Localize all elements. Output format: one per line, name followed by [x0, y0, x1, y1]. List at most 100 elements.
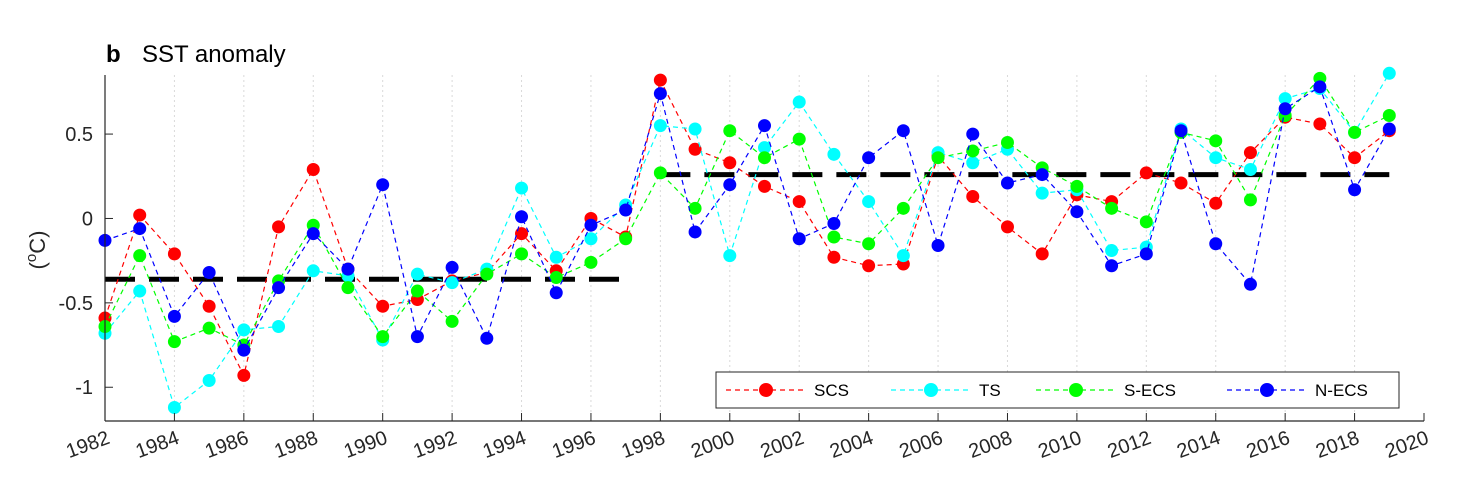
point-ts-2000 [723, 249, 737, 263]
point-ts-1983 [133, 284, 147, 298]
series-line-scs [104, 78, 1390, 378]
ylabel-superscript: o [23, 254, 40, 262]
point-scs-2000 [723, 156, 737, 170]
point-s-ecs-2012 [1139, 215, 1153, 229]
point-n-ecs-2008 [1000, 176, 1014, 190]
x-tick-label-2016: 2016 [1244, 427, 1293, 463]
x-tick-label-1986: 1986 [202, 427, 251, 463]
point-n-ecs-2011 [1105, 259, 1119, 273]
point-ts-1991 [410, 267, 424, 281]
legend-label-s-ecs: S-ECS [1124, 381, 1176, 400]
legend-label-scs: SCS [814, 381, 849, 400]
x-tick-label-2002: 2002 [758, 427, 807, 463]
point-s-ecs-2007 [966, 144, 980, 158]
point-scs-1990 [376, 299, 390, 313]
series-line-n-ecs [104, 85, 1390, 352]
point-s-ecs-1985 [202, 321, 216, 335]
point-ts-1995 [549, 250, 563, 264]
x-tick-label-1992: 1992 [410, 427, 459, 463]
point-n-ecs-1995 [549, 286, 563, 300]
point-s-ecs-1994 [515, 247, 529, 261]
series-line-ts [104, 73, 1390, 409]
point-n-ecs-1994 [515, 210, 529, 224]
x-tick-label-2014: 2014 [1174, 427, 1223, 463]
point-n-ecs-2005 [896, 124, 910, 138]
point-n-ecs-2000 [723, 178, 737, 192]
point-n-ecs-2018 [1348, 183, 1362, 197]
point-scs-1983 [133, 208, 147, 222]
point-ts-2009 [1035, 186, 1049, 200]
legend-label-ts: TS [979, 381, 1001, 400]
x-tick-label-1990: 1990 [341, 427, 390, 463]
point-n-ecs-2017 [1313, 80, 1327, 94]
point-n-ecs-2014 [1209, 237, 1223, 251]
point-s-ecs-1997 [619, 232, 633, 246]
point-s-ecs-2015 [1243, 193, 1257, 207]
point-ts-2004 [862, 195, 876, 209]
y-tick-label--1: -1 [75, 377, 93, 399]
point-scs-1994 [515, 227, 529, 241]
point-scs-2018 [1348, 151, 1362, 165]
point-scs-2004 [862, 259, 876, 273]
point-ts-1992 [445, 276, 459, 290]
point-n-ecs-2012 [1139, 247, 1153, 261]
point-scs-2009 [1035, 247, 1049, 261]
point-ts-2016 [1278, 92, 1292, 106]
x-tick-label-2004: 2004 [827, 427, 876, 463]
point-scs-2013 [1174, 176, 1188, 190]
point-s-ecs-2011 [1105, 201, 1119, 215]
point-scs-1987 [272, 220, 286, 234]
y-tick-label--0.5: -0.5 [59, 293, 93, 315]
point-n-ecs-2003 [827, 217, 841, 231]
point-s-ecs-1983 [133, 249, 147, 263]
x-tick-label-2020: 2020 [1382, 427, 1431, 463]
y-tick-label-0.5: 0.5 [65, 124, 93, 146]
point-ts-2003 [827, 147, 841, 161]
point-ts-1984 [167, 400, 181, 414]
series-group [98, 66, 1396, 414]
point-n-ecs-1990 [376, 178, 390, 192]
axes [104, 75, 1425, 422]
point-ts-2002 [792, 95, 806, 109]
x-tick-label-2000: 2000 [688, 427, 737, 463]
point-s-ecs-2004 [862, 237, 876, 251]
point-s-ecs-2005 [896, 201, 910, 215]
series-ts [98, 66, 1396, 414]
point-n-ecs-1991 [410, 330, 424, 344]
point-n-ecs-2010 [1070, 205, 1084, 219]
point-scs-1984 [167, 247, 181, 261]
point-s-ecs-2000 [723, 124, 737, 138]
point-n-ecs-1996 [584, 218, 598, 232]
point-scs-2002 [792, 195, 806, 209]
point-s-ecs-1991 [410, 284, 424, 298]
point-scs-2012 [1139, 166, 1153, 180]
point-ts-1985 [202, 373, 216, 387]
point-scs-1999 [688, 142, 702, 156]
series-line-s-ecs [104, 77, 1390, 346]
x-tick-label-1984: 1984 [133, 427, 182, 463]
legend-marker-scs [759, 383, 773, 397]
point-n-ecs-2009 [1035, 168, 1049, 182]
x-tick-label-1998: 1998 [619, 427, 668, 463]
x-tick-label-2008: 2008 [966, 427, 1015, 463]
point-ts-1987 [272, 319, 286, 333]
point-ts-1998 [653, 119, 667, 133]
point-scs-2014 [1209, 196, 1223, 210]
point-scs-2007 [966, 190, 980, 204]
ylabel-prefix: ( [25, 261, 50, 269]
point-ts-2019 [1382, 66, 1396, 80]
point-scs-1988 [306, 163, 320, 177]
point-ts-2001 [758, 141, 771, 155]
point-scs-2015 [1243, 146, 1257, 160]
point-s-ecs-1995 [549, 271, 563, 285]
x-tick-label-1988: 1988 [272, 427, 321, 463]
point-n-ecs-1983 [133, 222, 147, 236]
point-s-ecs-2019 [1382, 109, 1396, 123]
x-tick-label-2018: 2018 [1313, 427, 1362, 463]
point-ts-2007 [966, 156, 980, 170]
point-n-ecs-1988 [306, 227, 320, 241]
point-n-ecs-1992 [445, 260, 459, 274]
point-s-ecs-2003 [827, 230, 841, 244]
x-tick-label-1994: 1994 [480, 427, 529, 463]
